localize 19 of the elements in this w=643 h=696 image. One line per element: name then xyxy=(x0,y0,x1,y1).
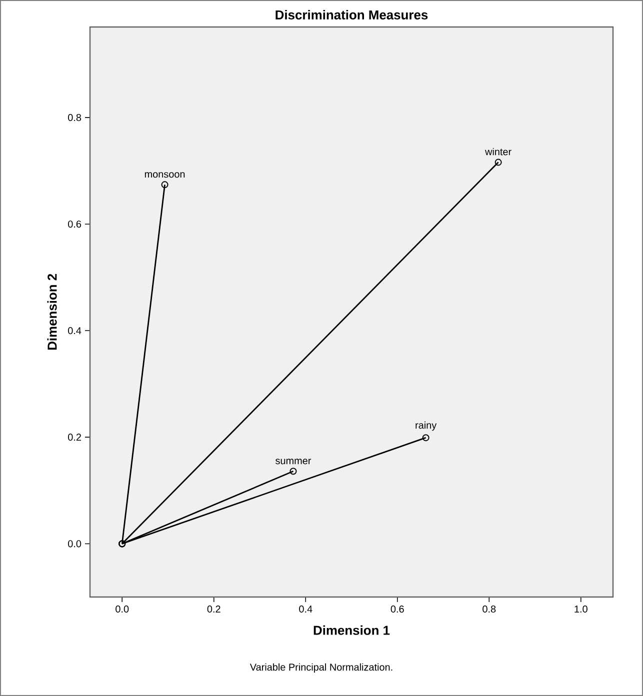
series-label: summer xyxy=(276,458,312,464)
x-tick-label: 1.0 xyxy=(574,606,588,613)
series-label: winter xyxy=(485,148,512,156)
y-tick-label: 0.6 xyxy=(68,220,82,228)
x-tick-label: 0.0 xyxy=(116,606,129,613)
x-tick-label: 0.6 xyxy=(390,606,404,613)
y-tick-label: 0.8 xyxy=(68,114,82,122)
x-tick-label: 0.8 xyxy=(482,606,496,613)
text: Variable Principal Normalization. xyxy=(250,663,392,673)
chart-title: Discrimination Measures xyxy=(276,10,428,20)
x-axis-title: Dimension 1 xyxy=(314,625,390,635)
x-tick-label: 0.4 xyxy=(299,606,312,613)
y-axis-title: Dimension 2 xyxy=(47,274,57,350)
series-label: rainy xyxy=(416,421,437,431)
y-tick-label: 0.0 xyxy=(68,540,82,548)
series-label: monsoon xyxy=(144,172,185,178)
y-tick-label: 0.4 xyxy=(68,327,82,334)
x-tick-label: 0.2 xyxy=(207,606,220,613)
y-tick-label: 0.2 xyxy=(68,434,81,441)
